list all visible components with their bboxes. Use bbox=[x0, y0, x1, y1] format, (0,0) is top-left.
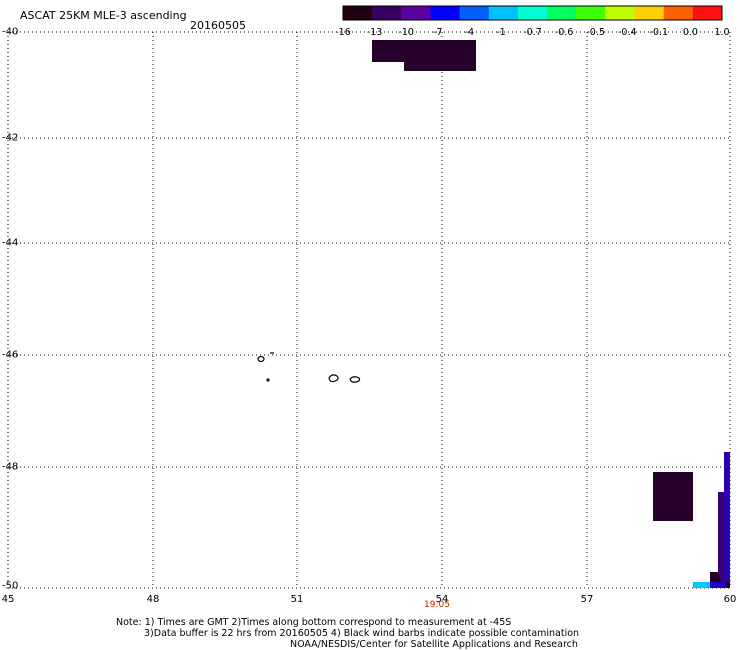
colorbar-tick-label: -7 bbox=[433, 27, 443, 38]
colorbar-tick-label: -1 bbox=[496, 27, 506, 38]
time-label: 19:05 bbox=[424, 600, 450, 610]
note-line-1: Note: 1) Times are GMT 2)Times along bot… bbox=[116, 617, 512, 628]
colorbar-tick-label: -0.5 bbox=[586, 27, 605, 38]
y-tick-label: -44 bbox=[2, 237, 19, 249]
colorbar-segment bbox=[547, 6, 577, 20]
colorbar-segment bbox=[401, 6, 431, 20]
x-tick-label: 51 bbox=[290, 594, 304, 605]
map-title: ASCAT 25KM MLE-3 ascending bbox=[20, 9, 187, 22]
x-tick-label: 60 bbox=[723, 594, 737, 605]
lat-lon-grid bbox=[7, 31, 731, 589]
x-tick-label: 54 bbox=[435, 594, 449, 605]
colorbar-tick-label: -0.4 bbox=[617, 27, 637, 38]
colorbar-segment bbox=[692, 6, 723, 20]
colorbar-segment bbox=[663, 6, 694, 20]
y-tick-label: -40 bbox=[2, 26, 19, 38]
y-tick-label: -48 bbox=[2, 461, 19, 473]
islands bbox=[257, 352, 361, 383]
note-line-3: NOAA/NESDIS/Center for Satellite Applica… bbox=[290, 639, 578, 650]
note-line-2: 3)Data buffer is 22 hrs from 20160505 4)… bbox=[144, 628, 580, 639]
colorbar-segment bbox=[605, 6, 636, 20]
map-date: 20160505 bbox=[190, 19, 246, 32]
colorbar-tick-label: 0.0 bbox=[682, 27, 698, 38]
wind-swath-top bbox=[372, 40, 476, 71]
wind-swath-bottom-right bbox=[653, 452, 730, 588]
colorbar-tick-label: -0.7 bbox=[523, 27, 542, 38]
y-tick-label: -46 bbox=[2, 349, 19, 361]
colorbar-segment bbox=[343, 6, 373, 20]
colorbar-tick-label: -10 bbox=[398, 27, 414, 38]
colorbar-border bbox=[342, 5, 723, 21]
colorbar-segment bbox=[459, 6, 490, 20]
colorbar-tick-label: -16 bbox=[335, 27, 351, 38]
colorbar-segment bbox=[430, 6, 461, 20]
colorbar-tick-label: 1.0 bbox=[714, 27, 730, 38]
y-tick-label: -42 bbox=[2, 132, 19, 144]
colorbar-segment bbox=[634, 6, 665, 20]
y-tick-label: -50 bbox=[2, 580, 19, 592]
colorbar-tick-label: -0.1 bbox=[649, 27, 669, 38]
colorbar bbox=[342, 5, 723, 21]
colorbar-tick-label: -0.6 bbox=[554, 27, 574, 38]
x-tick-label: 45 bbox=[1, 594, 15, 605]
colorbar-segment bbox=[488, 6, 519, 20]
colorbar-tick-label: -13 bbox=[366, 27, 383, 38]
colorbar-segment bbox=[372, 6, 402, 20]
colorbar-tick-label: -4 bbox=[464, 27, 475, 38]
x-tick-label: 57 bbox=[580, 594, 594, 605]
colorbar-segment bbox=[576, 6, 606, 20]
colorbar-segment bbox=[517, 6, 548, 20]
x-tick-label: 48 bbox=[146, 594, 160, 605]
